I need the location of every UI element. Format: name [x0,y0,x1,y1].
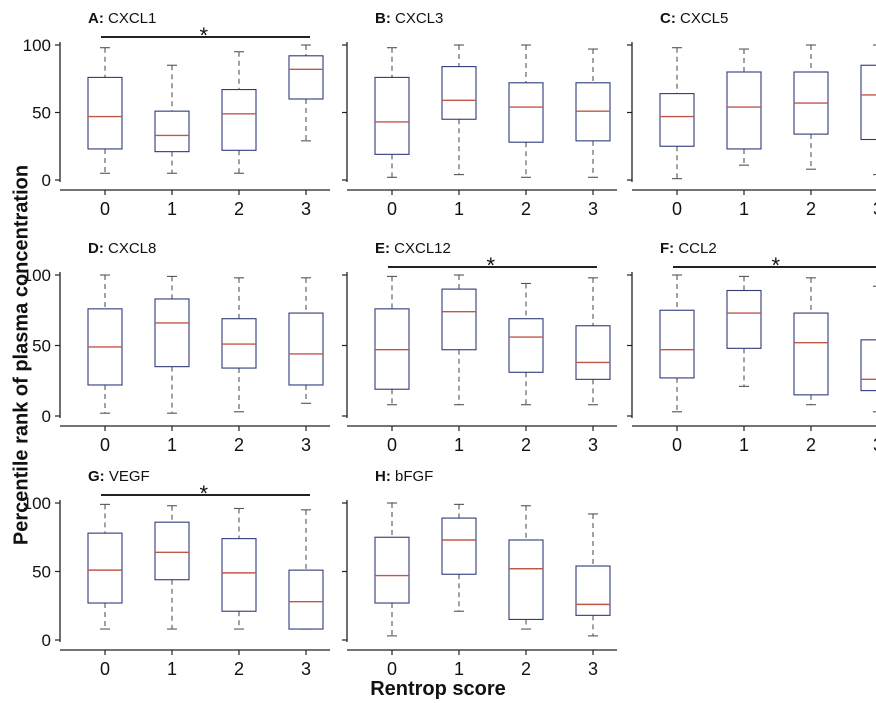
panel-cxcl1-x-tick-label: 3 [301,199,311,219]
panel-cxcl5-box [659,93,695,147]
panel-ccl2-box [793,312,829,396]
panel-cxcl8-x-tick-label: 0 [100,435,110,455]
panel-cxcl1-y-tick-label: 0 [42,171,51,190]
panel-cxcl5-title: C: CXCL5 [660,10,728,27]
panel-cxcl5-x-tick-label: 2 [806,199,816,219]
panel-vegf-title: G: VEGF [88,468,150,485]
panel-cxcl8-box [288,312,324,386]
panel-bfgf-box [575,565,611,616]
panel-bfgf-box [441,517,477,575]
panel-cxcl12-x-tick-label: 3 [588,435,598,455]
panel-cxcl8-box [221,318,257,369]
panel-cxcl8-x-tick-label: 3 [301,435,311,455]
panel-cxcl12-box [441,288,477,351]
panel-cxcl8-y-tick-label: 50 [32,337,51,356]
panel-cxcl3-x-tick-label: 0 [387,199,397,219]
panel-cxcl1-box [154,110,190,153]
panel-cxcl5-x-tick-label: 0 [672,199,682,219]
panel-cxcl1-box [221,89,257,151]
panel-bfgf-title: H: bFGF [375,468,433,485]
panel-ccl2-box [726,289,762,349]
panel-ccl2-x-tick-label: 2 [806,435,816,455]
panel-bfgf-box [374,536,410,604]
panel-cxcl12-box [374,308,410,390]
panel-cxcl12-title: E: CXCL12 [375,240,451,257]
panel-ccl2-x-tick-label: 1 [739,435,749,455]
panel-bfgf-x-tick-label: 1 [454,659,464,679]
panel-bfgf-x-tick-label: 3 [588,659,598,679]
panel-cxcl8-box [154,298,190,368]
panel-ccl2-significance-star: * [772,253,781,278]
panel-vegf-x-tick-label: 0 [100,659,110,679]
panel-cxcl12-x-tick-label: 0 [387,435,397,455]
panel-ccl2-title: F: CCL2 [660,240,717,257]
panel-cxcl1-y-tick-label: 100 [23,36,51,55]
panel-vegf-significance-star: * [200,481,209,506]
panel-bfgf-box [508,539,544,620]
panel-vegf-y-tick-label: 100 [23,494,51,513]
panel-cxcl5-box [726,71,762,150]
panel-cxcl3-x-tick-label: 1 [454,199,464,219]
panel-vegf-box [221,538,257,612]
panel-cxcl12-box [508,318,544,373]
panel-cxcl3-x-tick-label: 3 [588,199,598,219]
panel-vegf-y-tick-label: 50 [32,563,51,582]
panel-cxcl1-box [288,55,324,100]
panel-cxcl3-title: B: CXCL3 [375,10,443,27]
panel-cxcl12-box [575,325,611,380]
panel-bfgf-x-tick-label: 0 [387,659,397,679]
panel-cxcl8-x-tick-label: 1 [167,435,177,455]
panel-cxcl1-title: A: CXCL1 [88,10,156,27]
x-axis-label: Rentrop score [370,678,506,700]
panel-cxcl1-x-tick-label: 2 [234,199,244,219]
panel-ccl2-x-tick-label: 3 [873,435,876,455]
panel-cxcl1-x-tick-label: 1 [167,199,177,219]
panel-vegf-x-tick-label: 3 [301,659,311,679]
panel-ccl2-x-tick-label: 0 [672,435,682,455]
panel-cxcl1-significance-star: * [200,23,209,48]
panel-cxcl5-x-tick-label: 1 [739,199,749,219]
panel-cxcl3-box [441,66,477,120]
panel-vegf-box [154,521,190,581]
panel-vegf-box [87,532,123,604]
panel-cxcl5-box [860,64,876,141]
panel-cxcl5-x-tick-label: 3 [873,199,876,219]
panel-cxcl3-box [508,82,544,143]
panel-ccl2-box [659,309,695,379]
panel-vegf-box [288,569,324,630]
panel-cxcl3-x-tick-label: 2 [521,199,531,219]
panel-cxcl8-y-tick-label: 100 [23,266,51,285]
panel-cxcl1-box [87,76,123,150]
panel-ccl2-box [860,339,876,392]
panel-bfgf-x-tick-label: 2 [521,659,531,679]
panel-cxcl8-y-tick-label: 0 [42,407,51,426]
panel-vegf-x-tick-label: 1 [167,659,177,679]
panel-cxcl1-x-tick-label: 0 [100,199,110,219]
panel-cxcl8-x-tick-label: 2 [234,435,244,455]
panel-cxcl8-title: D: CXCL8 [88,240,156,257]
panel-vegf-x-tick-label: 2 [234,659,244,679]
panel-cxcl3-box [374,76,410,155]
panel-cxcl12-significance-star: * [487,253,496,278]
panel-cxcl12-x-tick-label: 2 [521,435,531,455]
panel-cxcl12-x-tick-label: 1 [454,435,464,455]
panel-cxcl1-y-tick-label: 50 [32,104,51,123]
panel-vegf-y-tick-label: 0 [42,631,51,650]
